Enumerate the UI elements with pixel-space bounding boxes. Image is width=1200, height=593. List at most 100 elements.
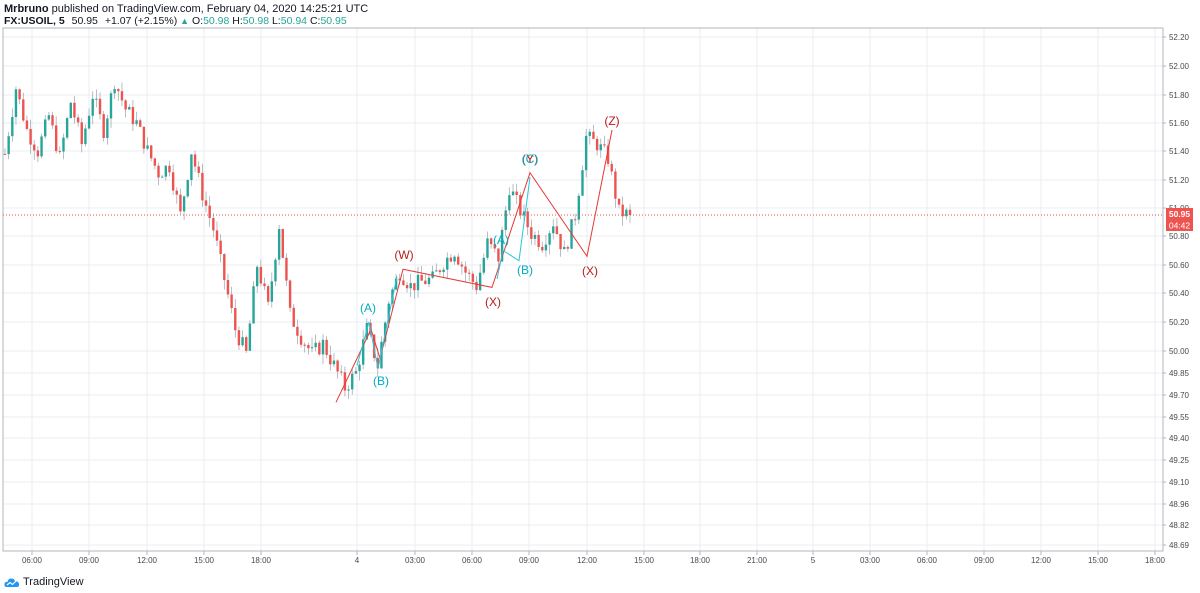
candle — [87, 108, 91, 130]
time-axis-labels: 06:00 09:00 12:00 15:00 18:00 4 03:00 06:00 09:0… — [22, 551, 1166, 565]
candle — [117, 88, 120, 102]
wave-line-red-impulse[interactable] — [335, 129, 613, 403]
candle — [190, 154, 193, 186]
candle — [109, 90, 113, 128]
candles — [3, 82, 632, 400]
candle — [310, 337, 314, 353]
candle — [625, 207, 628, 220]
price-tick-label: 49.70 — [1169, 391, 1190, 400]
candle — [153, 157, 157, 170]
candle — [482, 253, 486, 275]
change-value: +1.07 (+2.15%) — [104, 15, 178, 27]
time-tick-label: 12:00 — [577, 556, 598, 565]
candle — [318, 340, 321, 356]
chart-pane-border — [2, 27, 1164, 552]
price-tick-label: 50.60 — [1169, 261, 1190, 270]
time-tick-label: 09:00 — [519, 556, 540, 565]
price-tick-label: 52.00 — [1169, 62, 1190, 71]
time-tick-label: 15:00 — [194, 556, 215, 565]
candle — [223, 253, 226, 290]
time-tick-label: 03:00 — [405, 556, 426, 565]
candle — [277, 225, 281, 265]
candle — [453, 255, 456, 265]
wave-line-cyan-first[interactable] — [356, 276, 398, 369]
candle — [511, 184, 515, 196]
symbol-name[interactable]: FX:USOIL, 5 — [4, 15, 65, 27]
candle — [486, 231, 489, 260]
wave-label[interactable]: (X) — [485, 295, 501, 309]
candle — [508, 187, 511, 215]
candle — [526, 207, 529, 235]
candle — [139, 118, 142, 128]
time-tick-label: 18:00 — [1145, 556, 1166, 565]
wave-label[interactable]: (B) — [517, 263, 533, 277]
candle — [95, 89, 98, 108]
candle — [299, 330, 303, 348]
wave-label[interactable]: (Z) — [604, 114, 619, 128]
candle — [80, 118, 83, 153]
candle — [530, 219, 533, 245]
price-tick-label: 48.82 — [1169, 521, 1190, 530]
candle — [245, 335, 248, 353]
candle — [307, 342, 310, 355]
price-tick-label: 51.20 — [1169, 176, 1190, 185]
candle — [40, 133, 43, 159]
candle — [47, 111, 51, 122]
candle — [193, 150, 197, 173]
price-tick-label: 51.40 — [1169, 147, 1190, 156]
candle — [347, 385, 350, 400]
wave-label[interactable]: (Y) — [522, 152, 538, 166]
candle — [610, 160, 613, 176]
footer-brand[interactable]: TradingView — [4, 575, 84, 589]
candle — [7, 131, 10, 160]
candle — [219, 234, 222, 263]
time-tick-label: 21:00 — [747, 556, 768, 565]
price-tick-label: 48.96 — [1169, 500, 1190, 509]
candle — [405, 282, 409, 293]
high-label: H: — [232, 15, 243, 27]
candle — [573, 213, 577, 226]
candle — [435, 263, 438, 272]
open-label: O: — [191, 15, 204, 27]
candle — [113, 85, 116, 100]
candle — [581, 165, 584, 197]
candle — [336, 359, 339, 379]
candle — [36, 146, 40, 162]
candle — [464, 261, 467, 282]
triangle-up-icon: ▲ — [180, 16, 190, 26]
candle — [285, 253, 288, 286]
candle — [533, 231, 537, 246]
candle — [255, 265, 259, 293]
author-name[interactable]: Mrbruno — [4, 3, 49, 15]
candle — [146, 137, 149, 151]
candle — [33, 140, 36, 161]
time-tick-label: 15:00 — [1088, 556, 1109, 565]
candle — [321, 333, 325, 365]
candle — [29, 119, 32, 155]
wave-label[interactable]: (B) — [373, 374, 389, 388]
candle — [548, 230, 551, 255]
wave-label[interactable]: (X) — [582, 264, 598, 278]
wave-label[interactable]: (A) — [493, 233, 509, 247]
wave-label[interactable]: (W) — [394, 248, 413, 262]
wave-label[interactable]: (C) — [522, 152, 539, 166]
candle — [62, 133, 65, 160]
candle — [69, 101, 72, 119]
price-tag: 50.95 04:42 — [1166, 208, 1193, 231]
low-label: L: — [271, 15, 281, 27]
price-tick-label: 51.80 — [1169, 91, 1190, 100]
wave-label[interactable]: (A) — [360, 301, 376, 315]
wave-annotations[interactable]: (A) (B) (W) (X) (A) (B) (Y)(C) (X) (Z) — [335, 114, 620, 403]
candle — [617, 198, 621, 208]
candle — [588, 128, 591, 145]
wave-line-cyan-second[interactable] — [496, 177, 531, 280]
published-text: published on TradingView.com, February 0… — [51, 3, 369, 15]
candle — [226, 273, 230, 299]
time-tick-label: 06:00 — [22, 556, 43, 565]
candle — [457, 253, 460, 266]
candle — [186, 179, 189, 199]
last-price: 50.95 — [71, 15, 98, 27]
price-tick-label: 49.85 — [1169, 369, 1190, 378]
tradingview-cloud-icon — [4, 578, 20, 587]
